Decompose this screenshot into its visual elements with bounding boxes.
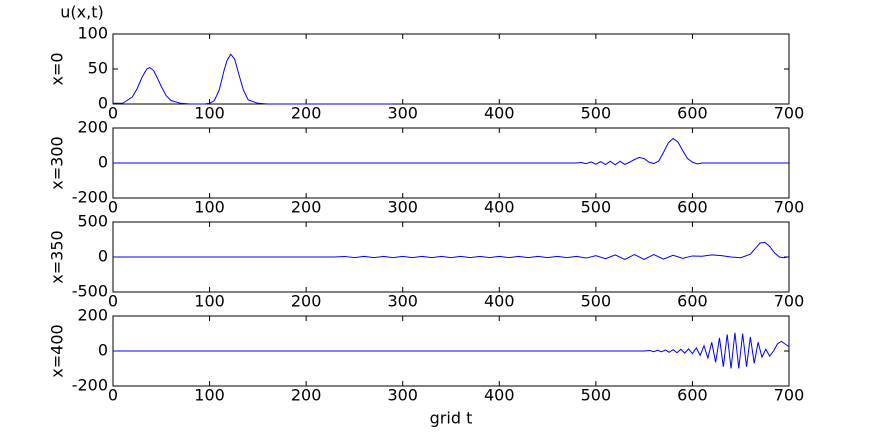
x-tick-label: 700 [774, 292, 805, 311]
x-tick-label: 700 [774, 198, 805, 217]
x-tick-label: 300 [387, 198, 418, 217]
y-axis-label: x=350 [48, 230, 67, 283]
y-tick-label: 100 [77, 24, 108, 43]
y-tick-label: -200 [72, 376, 108, 395]
x-tick-label: 200 [291, 198, 322, 217]
x-tick-label: 0 [108, 386, 118, 405]
x-tick-label: 700 [774, 386, 805, 405]
x-tick-label: 100 [194, 198, 225, 217]
y-tick-label: 50 [88, 59, 108, 78]
chart-title: u(x,t) [60, 3, 103, 22]
x-tick-label: 500 [581, 386, 612, 405]
y-axis-label: x=300 [48, 136, 67, 189]
x-tick-label: 300 [387, 104, 418, 123]
y-tick-label: 0 [98, 94, 108, 113]
data-line [113, 53, 394, 105]
x-tick-label: 200 [291, 292, 322, 311]
x-tick-label: 400 [484, 386, 515, 405]
y-axis-label: x=0 [48, 52, 67, 85]
x-tick-label: 100 [194, 386, 225, 405]
y-tick-label: 0 [98, 247, 108, 266]
x-tick-label: 700 [774, 104, 805, 123]
data-line [113, 137, 789, 166]
y-axis-label: x=400 [48, 324, 67, 377]
x-tick-label: 200 [291, 104, 322, 123]
data-line [113, 332, 790, 369]
x-tick-label: 300 [387, 386, 418, 405]
x-tick-label: 400 [484, 104, 515, 123]
x-tick-label: 0 [108, 292, 118, 311]
x-tick-label: 600 [677, 292, 708, 311]
x-tick-label: 600 [677, 198, 708, 217]
x-tick-label: 500 [581, 104, 612, 123]
x-tick-label: 300 [387, 292, 418, 311]
x-axis-label: grid t [430, 409, 473, 428]
x-tick-label: 500 [581, 198, 612, 217]
y-tick-label: -500 [72, 282, 108, 301]
y-tick-label: 200 [77, 118, 108, 137]
y-tick-label: 500 [77, 212, 108, 231]
data-line [113, 241, 790, 261]
x-tick-label: 600 [677, 386, 708, 405]
y-tick-label: -200 [72, 188, 108, 207]
x-tick-label: 0 [108, 198, 118, 217]
x-tick-label: 400 [484, 198, 515, 217]
x-tick-label: 0 [108, 104, 118, 123]
x-tick-label: 500 [581, 292, 612, 311]
axes-frame [112, 33, 790, 105]
x-tick-label: 100 [194, 292, 225, 311]
x-tick-label: 600 [677, 104, 708, 123]
x-tick-label: 200 [291, 386, 322, 405]
x-tick-label: 400 [484, 292, 515, 311]
y-tick-label: 0 [98, 153, 108, 172]
y-tick-label: 200 [77, 306, 108, 325]
x-tick-label: 100 [194, 104, 225, 123]
y-tick-label: 0 [98, 341, 108, 360]
